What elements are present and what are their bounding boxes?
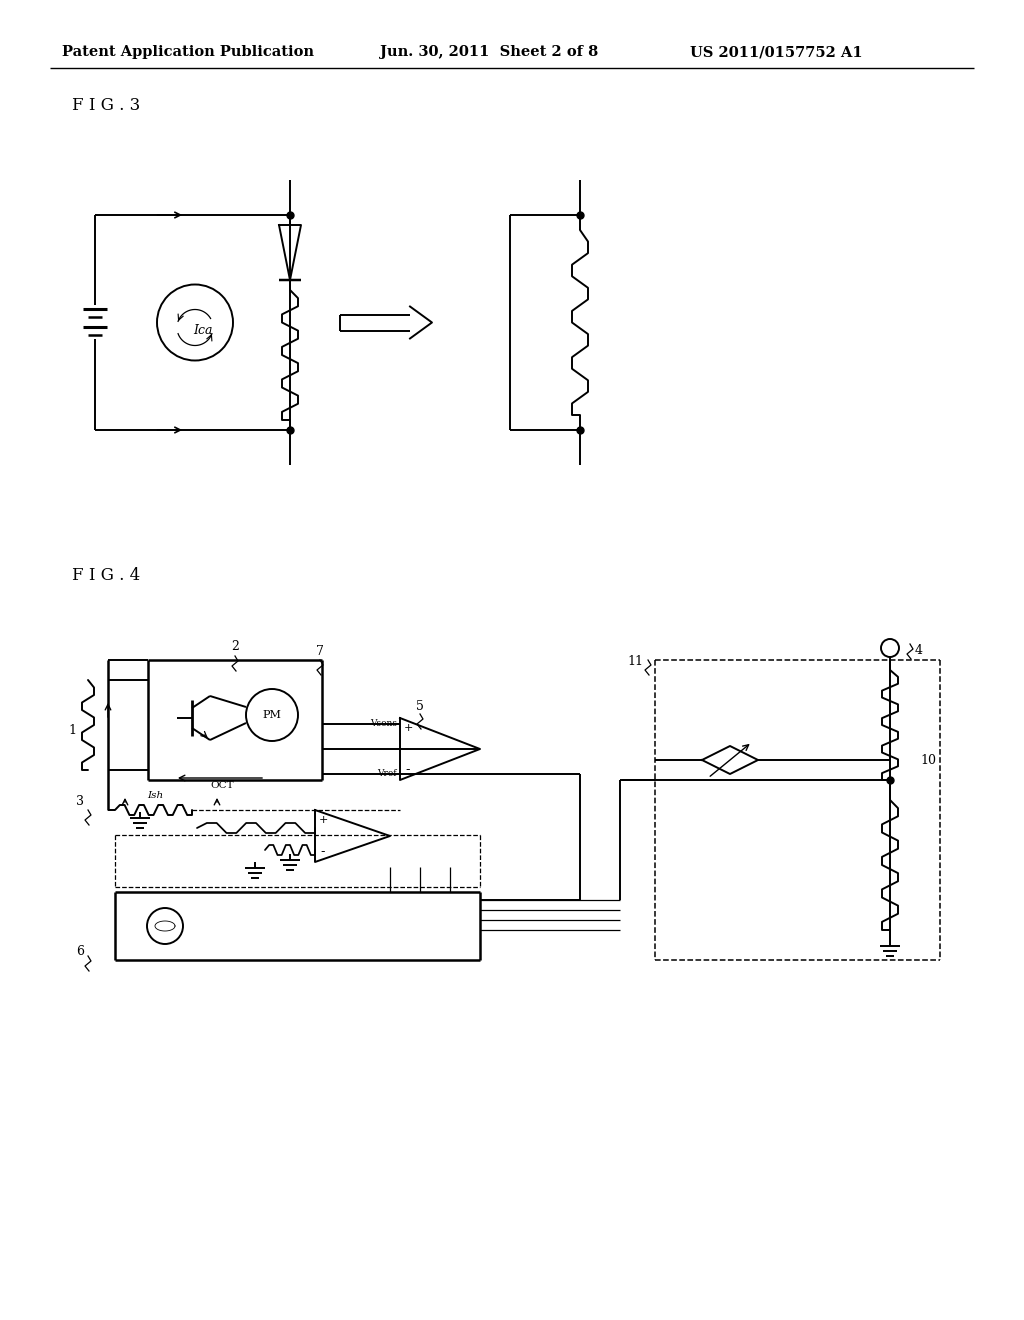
Text: -: - — [406, 763, 411, 776]
Text: Vref: Vref — [378, 770, 397, 779]
Text: 10: 10 — [920, 754, 936, 767]
Text: +: + — [318, 814, 328, 825]
Text: +: + — [403, 723, 413, 733]
Text: OCT: OCT — [210, 781, 233, 789]
Text: F I G . 3: F I G . 3 — [72, 96, 140, 114]
Text: F I G . 4: F I G . 4 — [72, 566, 140, 583]
Text: 5: 5 — [416, 700, 424, 713]
Text: 4: 4 — [915, 644, 923, 656]
Text: 11: 11 — [627, 655, 643, 668]
Text: Ish: Ish — [146, 791, 163, 800]
Text: Patent Application Publication: Patent Application Publication — [62, 45, 314, 59]
Text: Ica: Ica — [194, 325, 213, 338]
Text: 7: 7 — [316, 645, 324, 657]
Text: Jun. 30, 2011  Sheet 2 of 8: Jun. 30, 2011 Sheet 2 of 8 — [380, 45, 598, 59]
Text: PM: PM — [262, 710, 282, 719]
Text: 3: 3 — [76, 795, 84, 808]
Text: US 2011/0157752 A1: US 2011/0157752 A1 — [690, 45, 862, 59]
Text: -: - — [321, 846, 326, 858]
Text: Vsens: Vsens — [370, 719, 397, 729]
Text: 1: 1 — [68, 723, 76, 737]
Text: 6: 6 — [76, 945, 84, 958]
Text: 2: 2 — [231, 640, 239, 653]
